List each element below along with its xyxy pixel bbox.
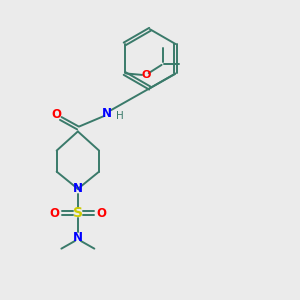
Text: H: H xyxy=(116,110,124,121)
Text: O: O xyxy=(49,206,59,220)
Text: N: N xyxy=(73,182,83,195)
Text: N: N xyxy=(102,107,112,120)
Text: S: S xyxy=(73,206,83,220)
Text: O: O xyxy=(96,206,106,220)
Text: N: N xyxy=(73,231,83,244)
Text: O: O xyxy=(51,108,61,121)
Text: O: O xyxy=(141,70,150,80)
